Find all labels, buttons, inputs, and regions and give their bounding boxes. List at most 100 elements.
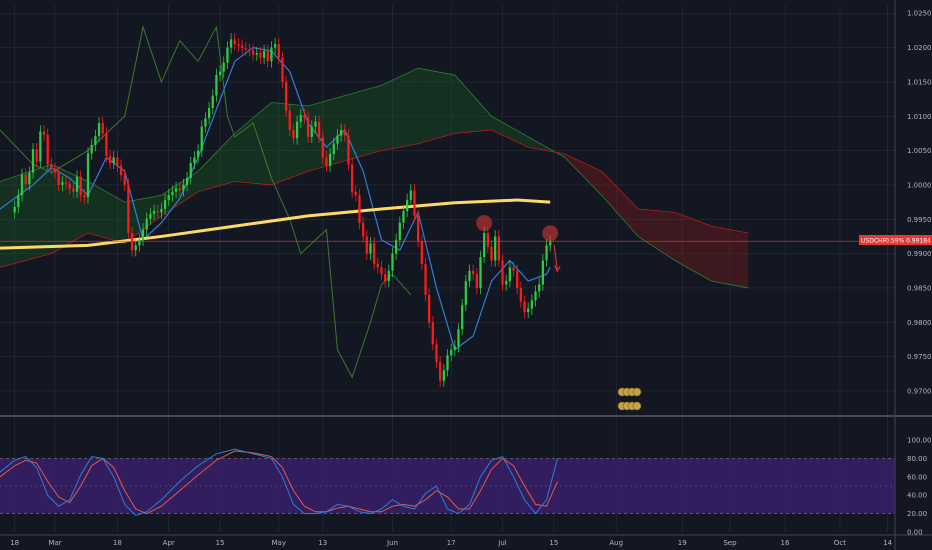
candle-body xyxy=(523,301,526,312)
cloud-segment xyxy=(308,95,345,172)
candle-body xyxy=(508,267,511,282)
time-tick-label: Sep xyxy=(723,539,737,547)
cloud-segment xyxy=(674,212,712,282)
candle-body xyxy=(339,129,343,136)
candle-body xyxy=(299,114,302,122)
time-tick-label: Oct xyxy=(834,539,846,547)
candle-body xyxy=(450,349,453,356)
candle-body xyxy=(17,195,20,207)
candle-body xyxy=(207,108,211,119)
candle-body xyxy=(284,81,288,111)
chikou-span xyxy=(0,25,412,379)
candle-body xyxy=(39,131,42,162)
candle-body xyxy=(361,222,365,237)
candle-body xyxy=(31,149,35,173)
candle-body xyxy=(527,308,530,312)
time-tick-label: 15 xyxy=(549,539,558,547)
candle-body xyxy=(442,370,445,381)
candle-body xyxy=(314,121,317,127)
cloud-segment xyxy=(454,75,492,134)
candle-body xyxy=(336,135,339,144)
cloud-segment xyxy=(418,68,455,144)
candle-body xyxy=(105,133,108,157)
candle-body xyxy=(79,176,82,196)
annotations xyxy=(476,215,642,411)
candle-body xyxy=(185,178,189,185)
candle-body xyxy=(306,117,310,137)
cloud-segment xyxy=(271,102,309,185)
time-tick-label: Mar xyxy=(48,539,61,547)
candle-body xyxy=(490,246,493,261)
candle-body xyxy=(28,172,31,185)
candle-body xyxy=(13,206,16,213)
candle-body xyxy=(248,49,251,51)
price-tick-label: 1.02500 xyxy=(907,10,932,18)
candlesticks xyxy=(13,33,552,387)
stoch-tick-label: 0.00 xyxy=(907,529,923,537)
candle-body xyxy=(516,270,519,288)
candle-body xyxy=(178,188,181,191)
candle-body xyxy=(97,123,101,137)
candle-body xyxy=(446,355,449,371)
candle-body xyxy=(417,215,420,242)
cloud-segment xyxy=(601,171,639,237)
stochastic-panel xyxy=(0,415,932,517)
price-tag-value: 0.99184 xyxy=(906,238,931,245)
stoch-k-line xyxy=(0,448,559,517)
candle-body xyxy=(141,229,145,240)
candle-body xyxy=(226,47,229,63)
price-tag-label: USDCHF xyxy=(861,238,887,245)
price-tick-label: 1.01500 xyxy=(907,78,932,86)
candle-body xyxy=(24,174,27,185)
cloud-segment xyxy=(638,208,675,261)
stoch-tick-label: 100.00 xyxy=(907,437,932,445)
cloud-segment xyxy=(234,102,272,185)
candle-body xyxy=(464,281,467,306)
candle-body xyxy=(358,195,361,223)
candle-body xyxy=(119,165,123,176)
candle-body xyxy=(174,188,178,192)
time-tick-label: May xyxy=(272,539,286,547)
coin-icon xyxy=(632,401,642,411)
stoch-tick-label: 40.00 xyxy=(907,492,927,500)
candle-body xyxy=(468,270,471,282)
cloud-segment xyxy=(381,68,419,151)
candle-body xyxy=(57,172,60,185)
candle-body xyxy=(149,213,152,219)
candle-body xyxy=(486,233,489,247)
price-tick-label: 1.01000 xyxy=(907,113,932,121)
candle-body xyxy=(160,208,163,213)
time-tick-label: 18 xyxy=(10,539,19,547)
candle-body xyxy=(189,162,192,179)
time-tick-label: 14 xyxy=(883,539,892,547)
candle-body xyxy=(244,48,247,50)
candle-body xyxy=(453,346,456,350)
candle-body xyxy=(211,95,214,109)
candle-body xyxy=(494,236,497,261)
stoch-tick-label: 20.00 xyxy=(907,510,927,518)
candle-body xyxy=(163,200,167,209)
cloud-segment xyxy=(711,226,749,288)
time-tick-label: 15 xyxy=(216,539,225,547)
candle-body xyxy=(251,50,255,55)
candle-body xyxy=(50,164,53,169)
price-tick-label: 0.97000 xyxy=(907,387,932,395)
candle-body xyxy=(549,241,552,246)
candle-body xyxy=(255,53,258,55)
candle-body xyxy=(439,362,442,381)
candle-body xyxy=(369,243,372,254)
candle-body xyxy=(343,129,346,136)
price-tag-change: -0.59% xyxy=(883,238,905,245)
candle-body xyxy=(530,300,534,309)
candle-body xyxy=(116,157,119,166)
candle-body xyxy=(376,263,379,268)
candle-body xyxy=(428,294,431,323)
cloud-segment xyxy=(564,154,602,196)
candle-body xyxy=(90,145,93,154)
candle-body xyxy=(145,218,148,230)
candle-body xyxy=(182,184,185,191)
